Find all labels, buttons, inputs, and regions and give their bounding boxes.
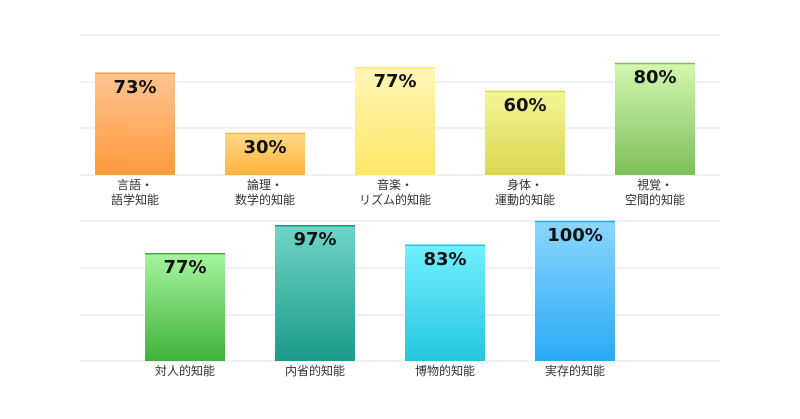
data-label: 60% <box>503 95 546 116</box>
data-label: 100% <box>547 225 603 246</box>
bar <box>355 67 435 175</box>
data-label: 80% <box>633 67 676 88</box>
bar <box>615 63 695 175</box>
data-label: 30% <box>243 137 286 158</box>
data-label: 97% <box>293 229 336 250</box>
labels: 73% 言語・語学知能 30% 論理・数学的知能 77% 音楽・リズム的知能 60% 身体・運… <box>111 67 685 378</box>
bars <box>95 62 695 361</box>
category-label: 語学知能 <box>111 192 159 207</box>
bar <box>225 133 305 175</box>
bar <box>95 72 175 175</box>
bar <box>535 221 615 361</box>
category-label: 実存的知能 <box>545 363 605 378</box>
data-label: 77% <box>163 257 206 278</box>
bar <box>275 225 355 361</box>
category-label: 視覚・ <box>637 177 673 192</box>
data-label: 77% <box>373 71 416 92</box>
category-label: 空間的知能 <box>625 192 685 207</box>
category-label: 言語・ <box>117 177 153 192</box>
category-label: 博物的知能 <box>415 363 475 378</box>
category-label: リズム的知能 <box>359 192 431 207</box>
data-label: 73% <box>113 77 156 98</box>
bar <box>405 244 485 361</box>
category-label: 身体・ <box>507 177 543 192</box>
category-label: 運動的知能 <box>495 192 555 207</box>
category-label: 音楽・ <box>377 177 413 192</box>
category-label: 対人的知能 <box>155 363 215 378</box>
category-label: 論理・ <box>247 177 283 192</box>
bar <box>145 253 225 361</box>
bar <box>485 91 565 175</box>
category-label: 数学的知能 <box>235 192 295 207</box>
data-label: 83% <box>423 249 466 270</box>
category-label: 内省的知能 <box>285 363 345 378</box>
